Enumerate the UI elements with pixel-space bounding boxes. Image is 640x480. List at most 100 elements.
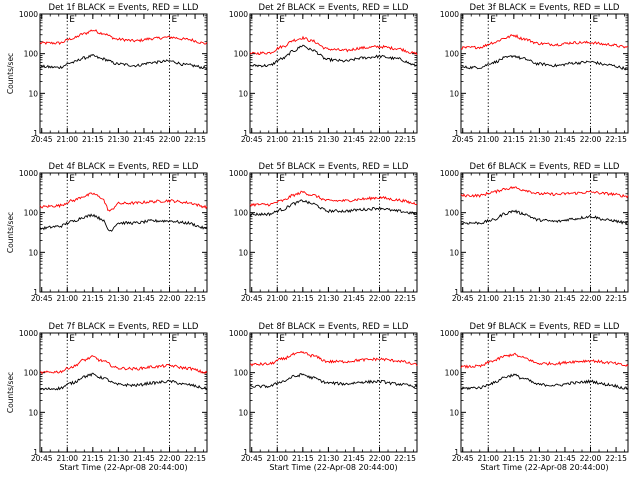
- x-tick-label: 21:45: [343, 135, 365, 144]
- series-line-lld: [39, 192, 208, 212]
- x-tick-label: 22:15: [394, 294, 416, 303]
- x-tick-label: 22:00: [369, 294, 391, 303]
- marker-label: E: [382, 15, 388, 25]
- y-tick-label: 1000: [229, 329, 248, 338]
- y-tick-label: 10: [238, 248, 248, 257]
- x-tick-label: 21:00: [477, 294, 499, 303]
- chart-panel-9: Det 9f BLACK = Events, RED = LLD 1 10 100 10…: [440, 322, 629, 472]
- y-tick-label: 100: [234, 369, 249, 378]
- x-tick-label: 21:30: [318, 294, 340, 303]
- marker-label: E: [172, 174, 178, 184]
- x-tick-label: 20:45: [452, 454, 474, 463]
- x-tick-label: 20:45: [31, 294, 53, 303]
- series-line-lld: [460, 352, 629, 369]
- y-tick-label: 100: [445, 369, 460, 378]
- y-tick-label: 1: [243, 129, 248, 138]
- series-line-events: [249, 199, 418, 217]
- x-axis-label: Start Time (22-Apr-08 20:44:00): [59, 463, 187, 472]
- y-tick-label: 1: [33, 288, 38, 297]
- x-tick-label: 21:30: [108, 454, 130, 463]
- y-tick-label: 1000: [440, 329, 459, 338]
- x-tick-label: 21:30: [318, 135, 340, 144]
- x-axis-label: Start Time (22-Apr-08 20:44:00): [480, 463, 608, 472]
- y-tick-label: 100: [234, 209, 249, 218]
- chart-panel-7: Det 7f BLACK = Events, RED = LLD 1 10 100 10…: [6, 322, 208, 472]
- chart-title: Det 6f BLACK = Events, RED = LLD: [470, 162, 620, 172]
- y-tick-label: 100: [24, 209, 39, 218]
- x-tick-label: 22:15: [184, 294, 206, 303]
- chart-title: Det 2f BLACK = Events, RED = LLD: [259, 3, 409, 13]
- x-tick-label: 22:15: [184, 135, 206, 144]
- plot-frame: [249, 172, 418, 293]
- x-tick-label: 21:45: [554, 294, 576, 303]
- x-tick-label: 21:45: [133, 294, 155, 303]
- chart-title: Det 8f BLACK = Events, RED = LLD: [259, 322, 409, 332]
- x-tick-label: 21:00: [266, 454, 288, 463]
- x-tick-label: 20:45: [241, 454, 263, 463]
- series-line-lld: [249, 190, 418, 207]
- x-tick-label: 21:30: [529, 135, 551, 144]
- y-tick-label: 1: [33, 448, 38, 457]
- x-tick-label: 21:45: [133, 454, 155, 463]
- y-tick-label: 10: [449, 408, 459, 417]
- y-tick-label: 10: [449, 89, 459, 98]
- plot-frame: [460, 172, 629, 293]
- x-tick-label: 21:15: [292, 454, 314, 463]
- x-tick-label: 21:00: [477, 454, 499, 463]
- y-axis-label: Counts/sec: [6, 372, 15, 413]
- chart-panel-2: Det 2f BLACK = Events, RED = LLD 1 10 100 10…: [229, 3, 418, 144]
- y-tick-label: 100: [445, 209, 460, 218]
- y-tick-label: 100: [24, 369, 39, 378]
- x-tick-label: 21:30: [108, 135, 130, 144]
- x-tick-label: 20:45: [241, 135, 263, 144]
- x-tick-label: 22:15: [605, 454, 627, 463]
- marker-label: E: [279, 174, 285, 184]
- marker-label: E: [172, 15, 178, 25]
- y-tick-label: 1: [243, 448, 248, 457]
- x-tick-label: 21:45: [554, 135, 576, 144]
- marker-label: E: [490, 174, 496, 184]
- marker-label: E: [490, 15, 496, 25]
- x-tick-label: 21:15: [503, 454, 525, 463]
- y-tick-label: 10: [28, 89, 38, 98]
- chart-title: Det 1f BLACK = Events, RED = LLD: [49, 3, 199, 13]
- chart-panel-3: Det 3f BLACK = Events, RED = LLD 1 10 100 10…: [440, 3, 629, 144]
- x-tick-label: 20:45: [241, 294, 263, 303]
- series-line-events: [39, 53, 208, 70]
- y-axis-label: Counts/sec: [6, 212, 15, 253]
- x-tick-label: 22:15: [394, 135, 416, 144]
- x-tick-label: 21:30: [318, 454, 340, 463]
- y-tick-label: 1: [33, 129, 38, 138]
- x-tick-label: 21:00: [56, 135, 78, 144]
- x-tick-label: 22:00: [159, 294, 181, 303]
- x-tick-label: 20:45: [31, 135, 53, 144]
- marker-label: E: [279, 15, 285, 25]
- x-tick-label: 22:15: [394, 454, 416, 463]
- x-tick-label: 21:45: [343, 454, 365, 463]
- y-tick-label: 10: [28, 408, 38, 417]
- marker-label: E: [69, 334, 75, 344]
- x-tick-label: 21:15: [82, 294, 104, 303]
- plot-frame: [39, 172, 208, 293]
- x-tick-label: 21:15: [292, 294, 314, 303]
- y-tick-label: 100: [234, 50, 249, 59]
- x-tick-label: 21:45: [554, 454, 576, 463]
- series-line-events: [460, 209, 629, 226]
- x-tick-label: 22:00: [369, 454, 391, 463]
- plot-frame: [249, 13, 418, 134]
- chart-title: Det 5f BLACK = Events, RED = LLD: [259, 162, 409, 172]
- chart-panel-1: Det 1f BLACK = Events, RED = LLD 1 10 100 10…: [6, 3, 208, 144]
- plot-frame: [460, 332, 629, 453]
- y-tick-label: 1000: [19, 10, 38, 19]
- x-tick-label: 21:15: [503, 294, 525, 303]
- chart-title: Det 3f BLACK = Events, RED = LLD: [470, 3, 620, 13]
- x-tick-label: 22:00: [580, 454, 602, 463]
- y-tick-label: 1000: [440, 169, 459, 178]
- x-tick-label: 21:15: [292, 135, 314, 144]
- chart-title: Det 4f BLACK = Events, RED = LLD: [49, 162, 199, 172]
- x-tick-label: 22:00: [580, 135, 602, 144]
- y-tick-label: 10: [238, 89, 248, 98]
- y-tick-label: 1000: [19, 329, 38, 338]
- series-line-lld: [249, 350, 418, 367]
